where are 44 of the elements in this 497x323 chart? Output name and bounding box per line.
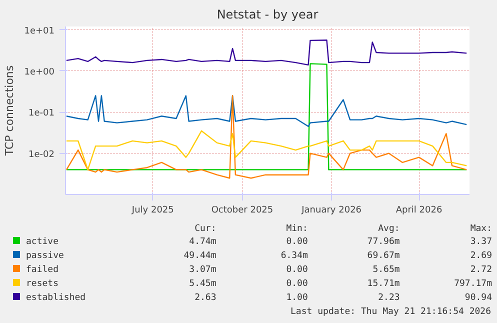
- text: 6.34m: [280, 250, 308, 263]
- text: 4.74m: [188, 236, 216, 249]
- legend-label: established: [25, 292, 87, 305]
- text: 49.44m: [182, 250, 216, 263]
- legend-label: failed: [25, 264, 60, 277]
- text: 797.17m: [453, 278, 492, 291]
- text: 69.67m: [366, 250, 400, 263]
- line-series: [66, 95, 468, 128]
- text: 0.00: [285, 236, 308, 249]
- y-tick-label: 1e+00: [24, 67, 55, 78]
- text: 0.00: [285, 278, 308, 291]
- y-tick-label: 1e-01: [28, 108, 55, 119]
- text: 5.45m: [188, 278, 216, 291]
- x-tick-label: July 2025: [130, 206, 174, 216]
- text: 15.71m: [366, 278, 400, 291]
- text: 2.72: [469, 264, 492, 277]
- text: 5.65m: [372, 264, 400, 277]
- chart-title: Netstat - by year: [216, 8, 318, 22]
- text: 1.00: [285, 292, 308, 305]
- line-series: [66, 130, 468, 170]
- line-series: [66, 40, 468, 66]
- text: 3.07m: [188, 264, 216, 277]
- y-tick-label: 1e+01: [24, 26, 55, 36]
- text: Max:: [469, 223, 492, 235]
- line-series: [66, 95, 468, 179]
- text: 2.23: [377, 292, 400, 305]
- text: 2.69: [469, 250, 492, 263]
- text: Cur:: [194, 223, 216, 235]
- y-tick-label: 1e-02: [28, 150, 55, 160]
- text: 90.94: [464, 292, 492, 305]
- y-axis-title: TCP connections: [3, 65, 16, 157]
- legend-label: resets: [25, 278, 60, 291]
- text: Avg:: [377, 223, 400, 235]
- x-tick-label: October 2025: [211, 206, 274, 216]
- text: Min:: [285, 223, 308, 235]
- x-tick-label: April 2026: [396, 206, 442, 216]
- legend-label: passive: [25, 250, 65, 263]
- text: 77.96m: [366, 236, 400, 249]
- text: 0.00: [285, 264, 308, 277]
- legend-label: active: [25, 236, 60, 249]
- text: 3.37: [469, 236, 492, 249]
- x-tick-label: January 2026: [300, 206, 362, 216]
- text: 2.63: [194, 292, 216, 305]
- text: Last update: Thu May 21 21:16:54 2026: [290, 306, 492, 319]
